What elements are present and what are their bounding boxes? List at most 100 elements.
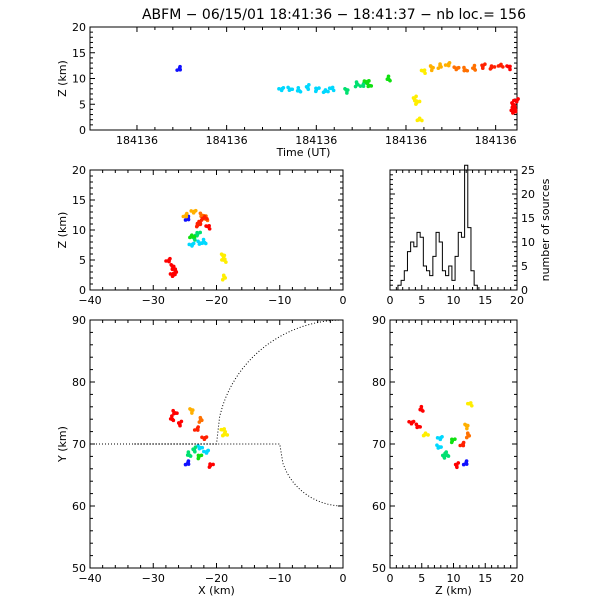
data-point [388, 78, 392, 83]
x-tick-label: 5 [418, 572, 425, 585]
data-point [480, 66, 485, 71]
y-tick-label: 60 [372, 500, 386, 513]
data-point [196, 425, 200, 429]
x-axis-label: X (km) [198, 584, 235, 597]
data-point [417, 99, 422, 104]
y-tick-label: 5 [79, 254, 86, 267]
data-point [169, 262, 173, 267]
x-tick-label: −30 [142, 572, 165, 585]
x-tick-label: −20 [205, 572, 228, 585]
data-point [188, 407, 192, 411]
data-point [440, 434, 444, 439]
data-point [435, 436, 440, 440]
y-tick-label: 20 [72, 21, 86, 34]
data-point [296, 85, 301, 90]
data-point [196, 456, 201, 461]
data-point [465, 431, 470, 435]
y-tick-label: 15 [72, 47, 86, 60]
data-point [443, 63, 448, 67]
x-tick-label: −20 [205, 294, 228, 307]
data-point [488, 67, 493, 71]
data-point [415, 118, 420, 123]
data-point [187, 242, 192, 247]
data-point [181, 214, 186, 219]
data-point [191, 241, 196, 246]
data-point [414, 102, 418, 106]
data-point [197, 420, 202, 424]
y-tick-label: 80 [72, 376, 86, 389]
data-point [204, 224, 208, 228]
x-tick-label: 0 [387, 572, 394, 585]
data-point [462, 65, 466, 70]
y-axis-label: Z (km) [56, 212, 69, 249]
data-point [443, 451, 447, 456]
x-tick-label: 15 [478, 572, 492, 585]
data-point [423, 71, 427, 76]
data-point [220, 433, 225, 438]
data-point [483, 62, 487, 67]
data-point [449, 440, 454, 445]
data-point [420, 118, 424, 123]
y-tick-label: 10 [72, 224, 86, 237]
data-point [317, 86, 321, 90]
data-point [452, 65, 456, 69]
data-point [321, 90, 326, 95]
data-point [281, 85, 286, 90]
data-point [277, 87, 281, 91]
y-tick-label: 60 [72, 500, 86, 513]
data-point [414, 94, 418, 99]
x-tick-label: 184136 [385, 134, 427, 147]
data-point [461, 462, 466, 467]
data-point [365, 81, 370, 86]
data-point [221, 256, 226, 261]
data-point [436, 66, 441, 71]
y-axis-label: Z (km) [56, 60, 69, 97]
data-point [186, 450, 191, 454]
data-point [439, 445, 443, 449]
y-axis-label: number of sources [539, 178, 552, 281]
data-point [219, 252, 224, 256]
data-point [171, 408, 175, 413]
y-tick-label: 70 [372, 438, 386, 451]
data-point [205, 216, 209, 221]
x-tick-label: −40 [78, 572, 101, 585]
y-tick-label: 70 [72, 438, 86, 451]
figure-title: ABFM − 06/15/01 18:41:36 − 18:41:37 − nb… [142, 7, 526, 23]
histogram-plot [389, 164, 518, 291]
data-point [362, 79, 367, 83]
data-point [290, 87, 295, 92]
data-point [465, 401, 470, 406]
data-point [207, 227, 212, 231]
y-vs-x-plot [89, 319, 344, 569]
data-point [202, 449, 206, 454]
data-point [421, 409, 425, 413]
data-point [456, 65, 461, 70]
data-point [435, 443, 439, 448]
data-point [306, 87, 311, 92]
data-point [447, 60, 452, 65]
data-point [442, 456, 447, 460]
y-tick-label: 10 [72, 73, 86, 86]
data-point [345, 91, 349, 95]
data-point [207, 465, 212, 469]
x-tick-label: 10 [447, 572, 461, 585]
data-point [461, 440, 466, 445]
x-tick-label: −30 [142, 294, 165, 307]
data-point [428, 64, 433, 68]
data-point [221, 273, 226, 278]
data-point [189, 209, 194, 213]
data-point [193, 445, 198, 449]
x-axis-label: Z (km) [435, 584, 472, 597]
data-point [168, 272, 173, 276]
y-tick-label: 50 [72, 562, 86, 575]
data-point [194, 224, 199, 229]
x-tick-label: 184136 [116, 134, 158, 147]
data-point [211, 462, 215, 467]
y-axis-label: Y (km) [56, 426, 69, 463]
data-point [358, 84, 363, 88]
x-tick-label: 0 [387, 294, 394, 307]
data-point [469, 403, 474, 408]
data-point [171, 418, 176, 423]
data-point [178, 64, 182, 69]
